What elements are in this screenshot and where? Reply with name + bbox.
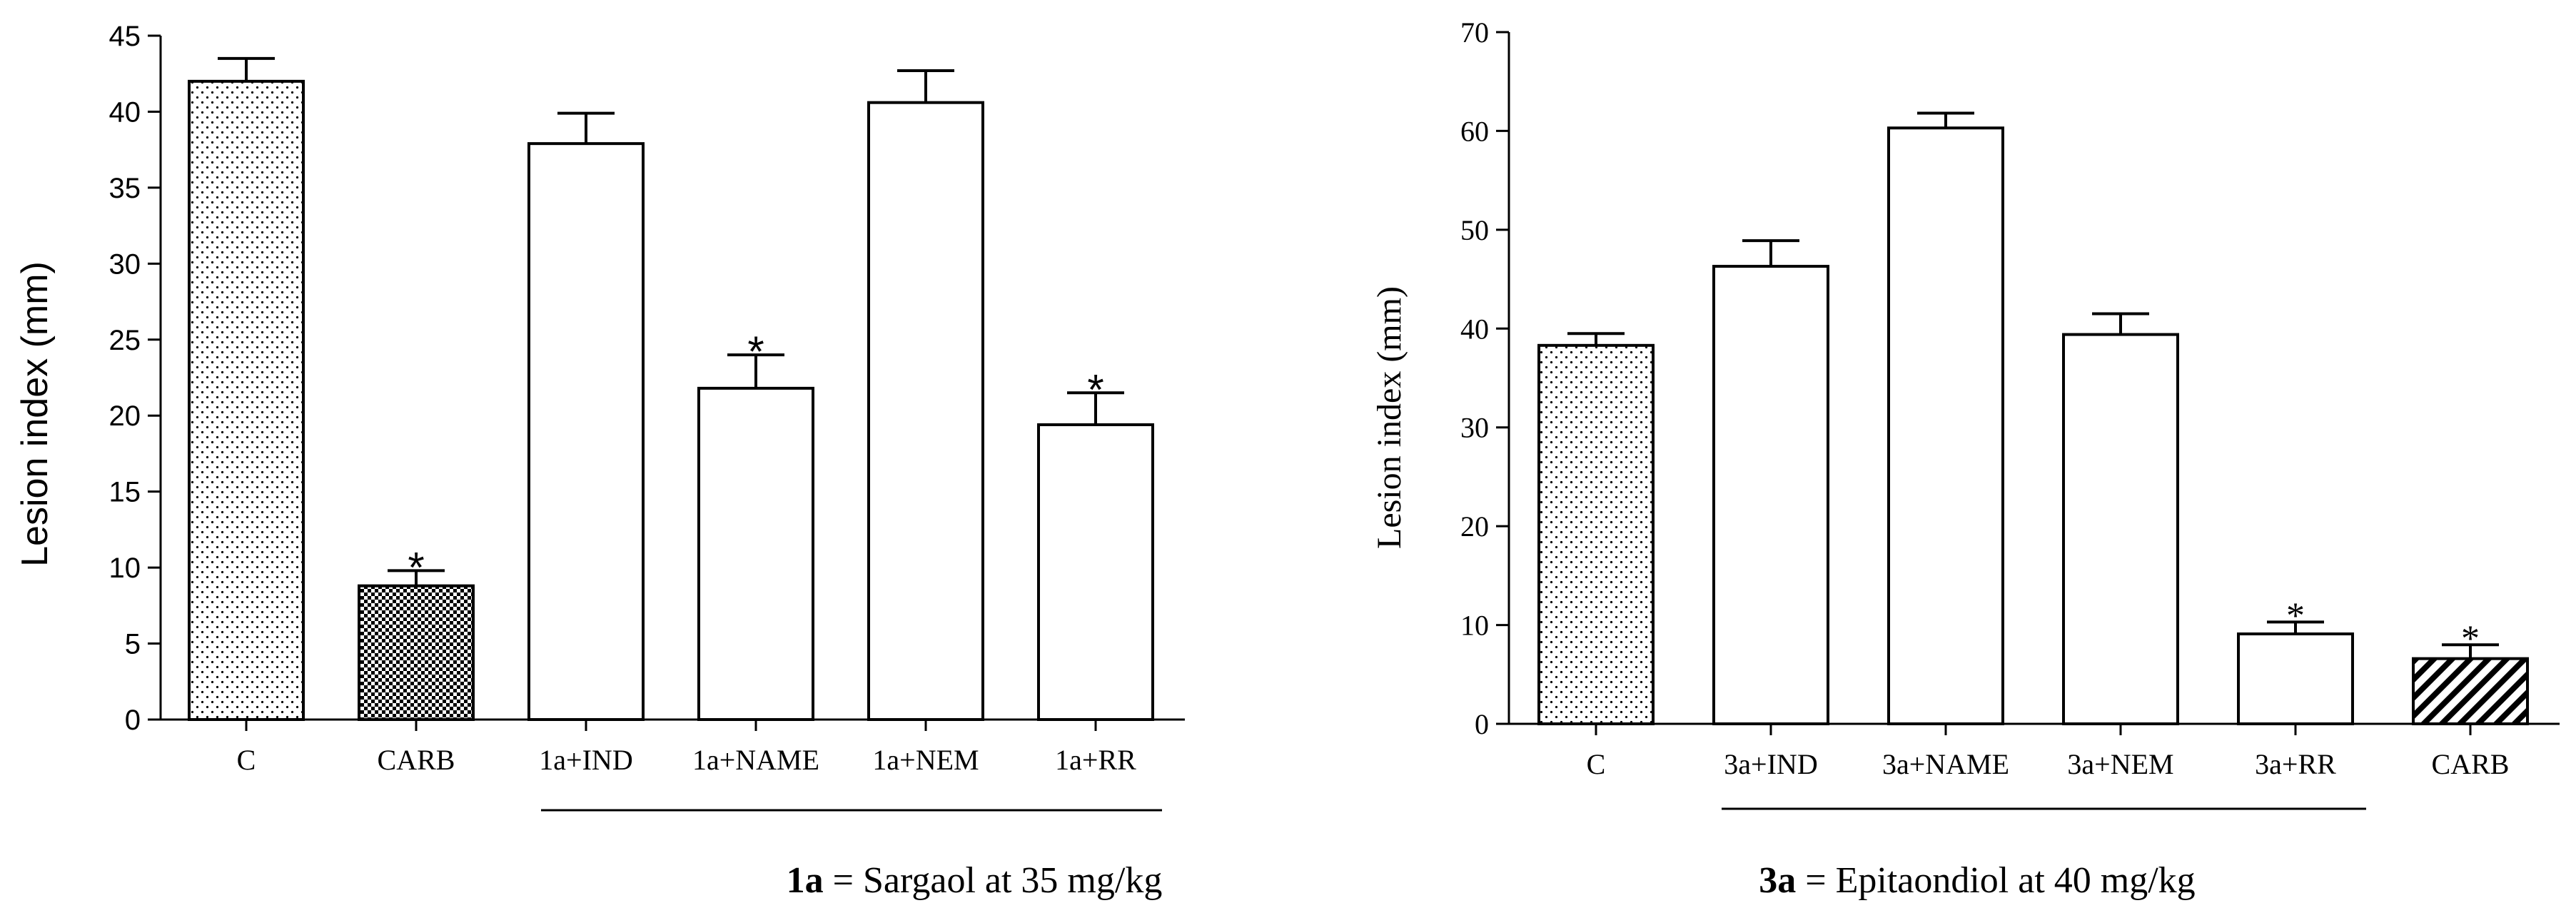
- x-tick-label: C: [237, 744, 256, 776]
- caption-text: = Epitaondiol at 40 mg/kg: [1796, 860, 2195, 901]
- bar: [358, 584, 475, 721]
- significance-marker: *: [408, 543, 424, 591]
- y-tick-label: 30: [109, 248, 141, 280]
- bar: [697, 386, 814, 721]
- caption-text: = Sargaol at 35 mg/kg: [824, 860, 1163, 901]
- x-tick-label: 1a+NEM: [872, 744, 979, 776]
- bar: [1887, 126, 2004, 726]
- caption-bold: 3a: [1759, 860, 1796, 901]
- x-tick-label: CARB: [2432, 748, 2510, 780]
- y-tick-label: 60: [1460, 115, 1489, 147]
- bar: [2412, 657, 2529, 725]
- y-axis-label: Lesion index (mm): [1370, 286, 1408, 549]
- x-tick-label: 1a+IND: [539, 744, 632, 776]
- y-tick-label: 30: [1460, 412, 1489, 444]
- significance-marker: *: [2461, 618, 2480, 659]
- caption: 1a = Sargaol at 35 mg/kg: [787, 860, 1163, 901]
- y-tick-label: 20: [109, 400, 141, 432]
- x-tick-label: 3a+NEM: [2067, 748, 2173, 780]
- significance-marker: *: [1087, 365, 1103, 413]
- bar: [1712, 265, 1829, 725]
- bar: [2062, 333, 2179, 725]
- y-tick-label: 15: [109, 477, 141, 508]
- x-tick-label: 1a+NAME: [692, 744, 819, 776]
- bar: [1537, 343, 1655, 726]
- significance-marker: *: [2286, 595, 2305, 636]
- y-tick-label: 35: [109, 173, 141, 204]
- x-tick-label: 3a+RR: [2255, 748, 2336, 780]
- x-tick-label: CARB: [378, 744, 455, 776]
- x-tick-label: 3a+IND: [1724, 748, 1817, 780]
- y-tick-label: 45: [109, 21, 141, 52]
- y-tick-label: 0: [1475, 708, 1489, 740]
- y-tick-label: 10: [1460, 610, 1489, 642]
- y-tick-label: 50: [1460, 214, 1489, 246]
- caption: 3a = Epitaondiol at 40 mg/kg: [1759, 860, 2195, 901]
- y-tick-label: 40: [1460, 313, 1489, 345]
- chart-epitaondiol: Lesion index (mm) 0 10 20 30 40 50 60 70 * * C 3a…: [1370, 16, 2560, 901]
- bar: [1037, 423, 1154, 721]
- caption-bold: 1a: [787, 860, 824, 901]
- x-tick-label: 1a+RR: [1055, 744, 1136, 776]
- y-tick-label: 40: [109, 96, 141, 128]
- x-tick-label: 3a+NAME: [1882, 748, 2009, 780]
- y-tick-label: 10: [109, 553, 141, 584]
- y-tick-label: 70: [1460, 16, 1489, 49]
- chart-sargaol: Lesion index (mm) 0 5 10 15 20 25 30 35 40 45 * * *…: [14, 21, 1185, 901]
- y-tick-label: 5: [125, 629, 141, 660]
- y-tick-label: 25: [109, 325, 141, 356]
- x-tick-label: C: [1587, 748, 1606, 780]
- y-axis-label: Lesion index (mm): [14, 261, 56, 567]
- y-tick-label: 0: [125, 705, 141, 736]
- bar: [867, 101, 984, 722]
- bar: [188, 79, 305, 722]
- bar: [2237, 632, 2354, 726]
- y-tick-label: 20: [1460, 510, 1489, 543]
- bar: [527, 142, 645, 721]
- significance-marker: *: [747, 328, 764, 375]
